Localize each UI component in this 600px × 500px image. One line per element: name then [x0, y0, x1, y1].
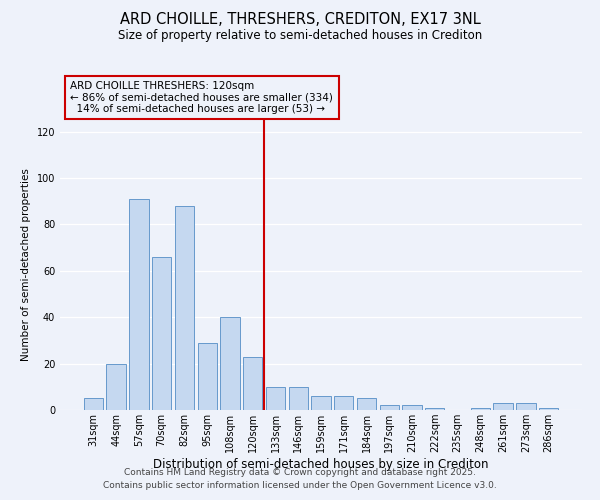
Bar [129, 199, 149, 410]
Bar [266, 387, 285, 410]
Bar [425, 408, 445, 410]
Bar [357, 398, 376, 410]
Bar [243, 356, 262, 410]
Text: Contains HM Land Registry data © Crown copyright and database right 2025.: Contains HM Land Registry data © Crown c… [124, 468, 476, 477]
Bar [152, 257, 172, 410]
Bar [380, 406, 399, 410]
Bar [403, 406, 422, 410]
X-axis label: Distribution of semi-detached houses by size in Crediton: Distribution of semi-detached houses by … [153, 458, 489, 471]
Y-axis label: Number of semi-detached properties: Number of semi-detached properties [21, 168, 31, 362]
Bar [334, 396, 353, 410]
Text: ARD CHOILLE, THRESHERS, CREDITON, EX17 3NL: ARD CHOILLE, THRESHERS, CREDITON, EX17 3… [119, 12, 481, 28]
Text: Size of property relative to semi-detached houses in Crediton: Size of property relative to semi-detach… [118, 29, 482, 42]
Bar [197, 342, 217, 410]
Text: Contains public sector information licensed under the Open Government Licence v3: Contains public sector information licen… [103, 480, 497, 490]
Bar [84, 398, 103, 410]
Text: ARD CHOILLE THRESHERS: 120sqm
← 86% of semi-detached houses are smaller (334)
  : ARD CHOILLE THRESHERS: 120sqm ← 86% of s… [70, 81, 334, 114]
Bar [175, 206, 194, 410]
Bar [493, 403, 513, 410]
Bar [516, 403, 536, 410]
Bar [470, 408, 490, 410]
Bar [220, 317, 239, 410]
Bar [311, 396, 331, 410]
Bar [106, 364, 126, 410]
Bar [539, 408, 558, 410]
Bar [289, 387, 308, 410]
